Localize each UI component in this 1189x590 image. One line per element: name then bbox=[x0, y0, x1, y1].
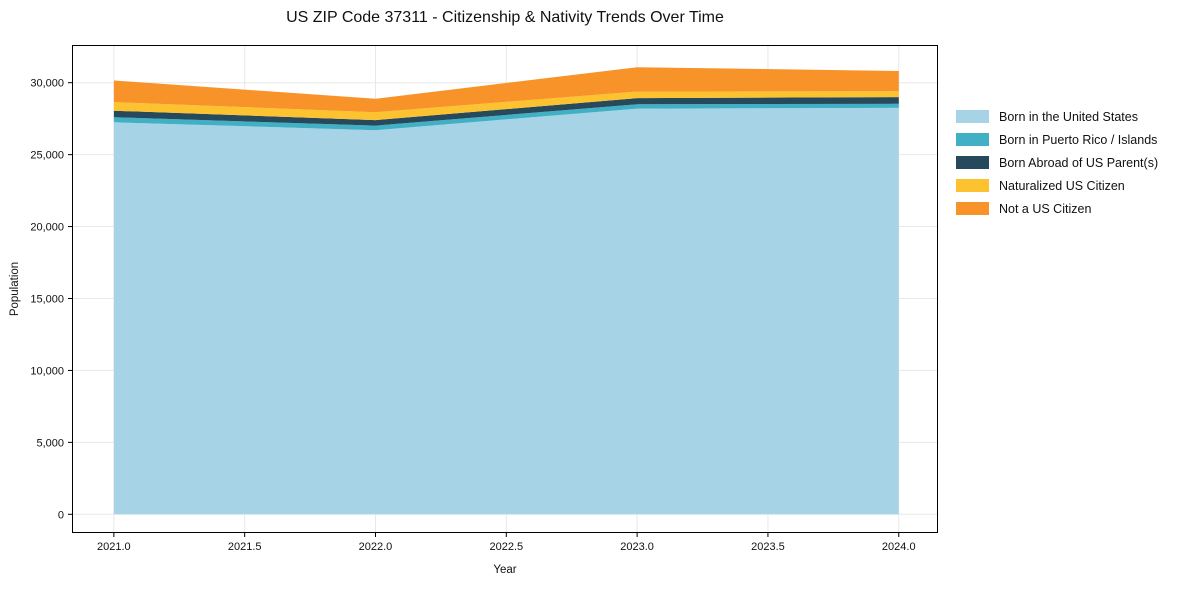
legend-item: Born in the United States bbox=[956, 105, 1158, 128]
legend-item: Naturalized US Citizen bbox=[956, 174, 1158, 197]
x-tick-label: 2023.5 bbox=[751, 541, 785, 553]
y-tick-label: 25,000 bbox=[30, 150, 64, 162]
area-series-1 bbox=[113, 103, 899, 131]
area-series-0 bbox=[113, 107, 899, 515]
legend-swatch bbox=[956, 202, 989, 215]
legend-item: Born Abroad of US Parent(s) bbox=[956, 151, 1158, 174]
x-tick-label: 2022.5 bbox=[489, 541, 523, 553]
legend-label: Not a US Citizen bbox=[999, 201, 1092, 216]
chart-title: US ZIP Code 37311 - Citizenship & Nativi… bbox=[286, 9, 724, 26]
legend-label: Born Abroad of US Parent(s) bbox=[999, 155, 1159, 170]
y-tick-label: 30,000 bbox=[30, 78, 64, 90]
x-tick-label: 2023.0 bbox=[620, 541, 654, 553]
area-series-3 bbox=[113, 91, 899, 121]
legend-label: Born in Puerto Rico / Islands bbox=[999, 132, 1158, 147]
plot-border bbox=[72, 45, 938, 533]
x-tick-label: 2024.0 bbox=[882, 541, 916, 553]
legend: Born in the United States Born in Puerto… bbox=[956, 105, 1158, 220]
x-tick-label: 2022.0 bbox=[359, 541, 393, 553]
legend-swatch bbox=[956, 156, 989, 169]
x-axis-label: Year bbox=[493, 564, 517, 576]
legend-swatch bbox=[956, 133, 989, 146]
area-series-2 bbox=[113, 97, 899, 126]
legend-swatch bbox=[956, 110, 989, 123]
legend-item: Not a US Citizen bbox=[956, 197, 1158, 220]
x-tick-label: 2021.5 bbox=[228, 541, 262, 553]
y-tick-label: 0 bbox=[58, 509, 64, 521]
y-tick-label: 20,000 bbox=[30, 222, 64, 234]
legend-swatch bbox=[956, 179, 989, 192]
y-tick-label: 5,000 bbox=[36, 437, 64, 449]
y-tick-label: 15,000 bbox=[30, 293, 64, 305]
x-tick-label: 2021.0 bbox=[97, 541, 131, 553]
area-series-4 bbox=[113, 67, 899, 113]
y-tick-label: 10,000 bbox=[30, 365, 64, 377]
legend-label: Born in the United States bbox=[999, 109, 1138, 124]
legend-item: Born in Puerto Rico / Islands bbox=[956, 128, 1158, 151]
legend-label: Naturalized US Citizen bbox=[999, 178, 1125, 193]
